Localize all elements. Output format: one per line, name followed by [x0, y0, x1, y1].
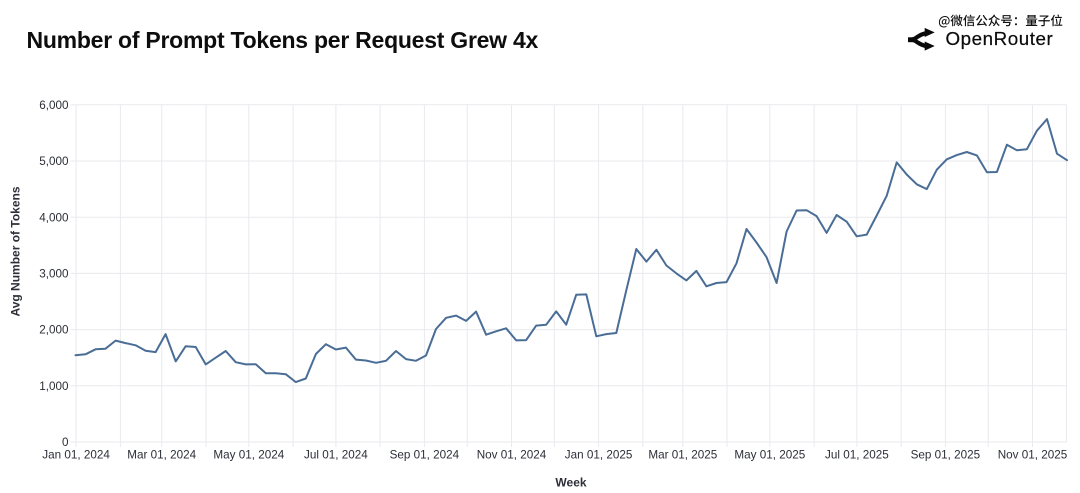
svg-text:Mar 01, 2024: Mar 01, 2024 [127, 449, 196, 462]
svg-text:3,000: 3,000 [39, 268, 69, 281]
svg-text:Jul 01, 2024: Jul 01, 2024 [304, 449, 368, 462]
svg-text:6,000: 6,000 [39, 99, 69, 112]
svg-text:0: 0 [62, 436, 69, 449]
svg-text:Sep 01, 2025: Sep 01, 2025 [911, 449, 981, 462]
svg-text:Jul 01, 2025: Jul 01, 2025 [825, 449, 889, 462]
svg-text:May 01, 2025: May 01, 2025 [734, 449, 805, 462]
svg-text:Mar 01, 2025: Mar 01, 2025 [648, 449, 717, 462]
svg-text:Nov 01, 2025: Nov 01, 2025 [998, 449, 1068, 462]
svg-text:May 01, 2024: May 01, 2024 [213, 449, 284, 462]
svg-text:5,000: 5,000 [39, 155, 69, 168]
svg-text:Nov 01, 2024: Nov 01, 2024 [477, 449, 547, 462]
svg-text:2,000: 2,000 [39, 324, 69, 337]
svg-text:Jan 01, 2025: Jan 01, 2025 [565, 449, 633, 462]
svg-text:Jan 01, 2024: Jan 01, 2024 [42, 449, 110, 462]
svg-text:1,000: 1,000 [39, 380, 69, 393]
svg-text:Sep 01, 2024: Sep 01, 2024 [390, 449, 460, 462]
svg-text:4,000: 4,000 [39, 211, 69, 224]
svg-text:Avg Number of Tokens: Avg Number of Tokens [9, 186, 23, 316]
svg-text:Week: Week [555, 476, 586, 490]
